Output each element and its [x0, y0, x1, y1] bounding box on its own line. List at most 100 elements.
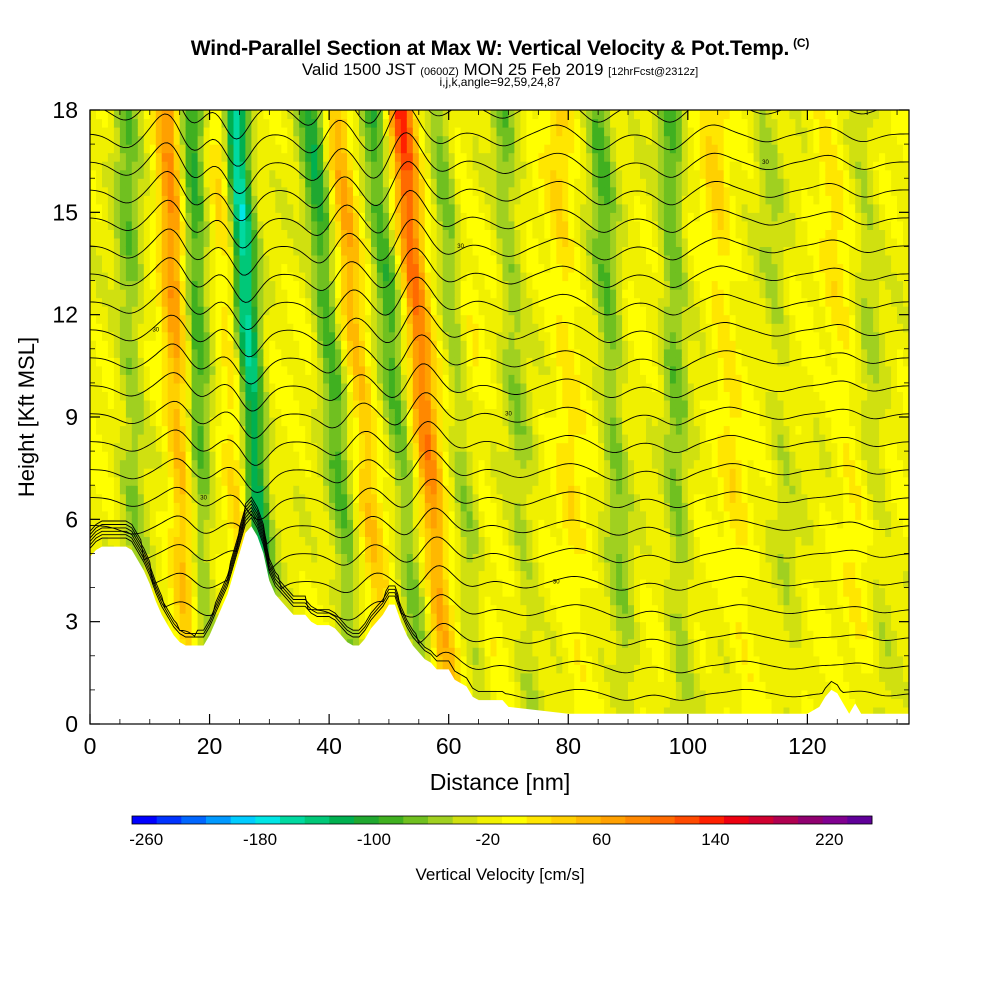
- field-cell: [113, 323, 121, 333]
- field-cell: [179, 297, 187, 307]
- field-cell: [293, 425, 300, 435]
- field-cell: [478, 485, 486, 495]
- field-cell: [448, 664, 456, 674]
- field-cell: [442, 425, 450, 435]
- field-cell: [317, 306, 324, 316]
- field-cell: [371, 442, 378, 452]
- field-cell: [305, 118, 312, 128]
- field-cell: [90, 485, 97, 495]
- field-cell: [305, 510, 312, 520]
- field-cell: [281, 451, 288, 461]
- field-cell: [484, 664, 492, 674]
- field-cell: [484, 212, 492, 222]
- field-cell: [347, 399, 354, 409]
- field-cell: [347, 289, 354, 299]
- field-cell: [353, 152, 360, 162]
- field-cell: [472, 229, 480, 239]
- field-cell: [448, 553, 456, 563]
- field-cell: [341, 553, 348, 563]
- field-cell: [394, 544, 402, 554]
- field-cell: [161, 579, 169, 589]
- field-cell: [448, 425, 456, 435]
- field-cell: [365, 519, 372, 529]
- field-cell: [281, 331, 288, 341]
- field-cell: [359, 434, 366, 444]
- field-cell: [119, 493, 127, 503]
- field-cell: [305, 229, 312, 239]
- field-cell: [245, 144, 252, 154]
- field-cell: [400, 280, 408, 290]
- field-cell: [263, 459, 270, 469]
- field-cell: [131, 161, 139, 171]
- field-cell: [394, 434, 402, 444]
- field-cell: [382, 493, 390, 503]
- field-cell: [353, 161, 360, 171]
- field-cell: [203, 323, 211, 333]
- field-cell: [251, 314, 258, 324]
- field-cell: [388, 536, 396, 546]
- field-cell: [233, 135, 241, 145]
- field-cell: [376, 442, 384, 452]
- field-cell: [388, 493, 396, 503]
- field-cell: [472, 297, 480, 307]
- field-cell: [221, 203, 229, 213]
- field-cell: [203, 408, 211, 418]
- field-cell: [161, 246, 169, 256]
- field-cell: [359, 220, 366, 230]
- field-cell: [406, 459, 414, 469]
- field-cell: [448, 434, 456, 444]
- field-cell: [221, 425, 229, 435]
- field-cell: [496, 510, 504, 520]
- field-cell: [107, 178, 115, 188]
- field-cell: [90, 306, 97, 316]
- field-cell: [406, 306, 414, 316]
- field-cell: [143, 306, 151, 316]
- field-cell: [311, 127, 318, 137]
- field-cell: [406, 579, 414, 589]
- field-cell: [185, 587, 193, 597]
- field-cell: [125, 118, 133, 128]
- field-cell: [311, 110, 318, 120]
- field-cell: [287, 502, 294, 512]
- field-cell: [257, 340, 264, 350]
- field-cell: [269, 110, 276, 120]
- field-cell: [418, 374, 426, 384]
- field-cell: [209, 195, 217, 205]
- field-cell: [412, 357, 420, 367]
- field-cell: [329, 365, 336, 375]
- field-cell: [197, 186, 205, 196]
- field-cell: [484, 289, 492, 299]
- field-cell: [257, 459, 264, 469]
- field-cell: [430, 118, 438, 128]
- field-cell: [472, 195, 480, 205]
- field-cell: [382, 255, 390, 265]
- field-cell: [167, 169, 175, 179]
- field-cell: [400, 289, 408, 299]
- field-cell: [96, 459, 103, 469]
- field-cell: [347, 127, 354, 137]
- field-cell: [472, 374, 480, 384]
- field-cell: [424, 638, 432, 648]
- field-cell: [251, 365, 258, 375]
- field-cell: [269, 161, 276, 171]
- field-cell: [490, 357, 498, 367]
- field-cell: [382, 195, 390, 205]
- field-cell: [227, 169, 235, 179]
- field-cell: [281, 408, 288, 418]
- field-cell: [96, 382, 103, 392]
- field-cell: [466, 365, 474, 375]
- field-cell: [335, 169, 342, 179]
- field-cell: [221, 468, 229, 478]
- field-cell: [359, 485, 366, 495]
- field-cell: [90, 382, 97, 392]
- field-cell: [305, 135, 312, 145]
- field-cell: [131, 348, 139, 358]
- field-cell: [496, 340, 504, 350]
- field-cell: [287, 152, 294, 162]
- field-cell: [460, 468, 468, 478]
- field-cell: [161, 212, 169, 222]
- field-cell: [155, 152, 163, 162]
- field-cell: [448, 630, 456, 640]
- field-cell: [472, 169, 480, 179]
- field-cell: [209, 408, 217, 418]
